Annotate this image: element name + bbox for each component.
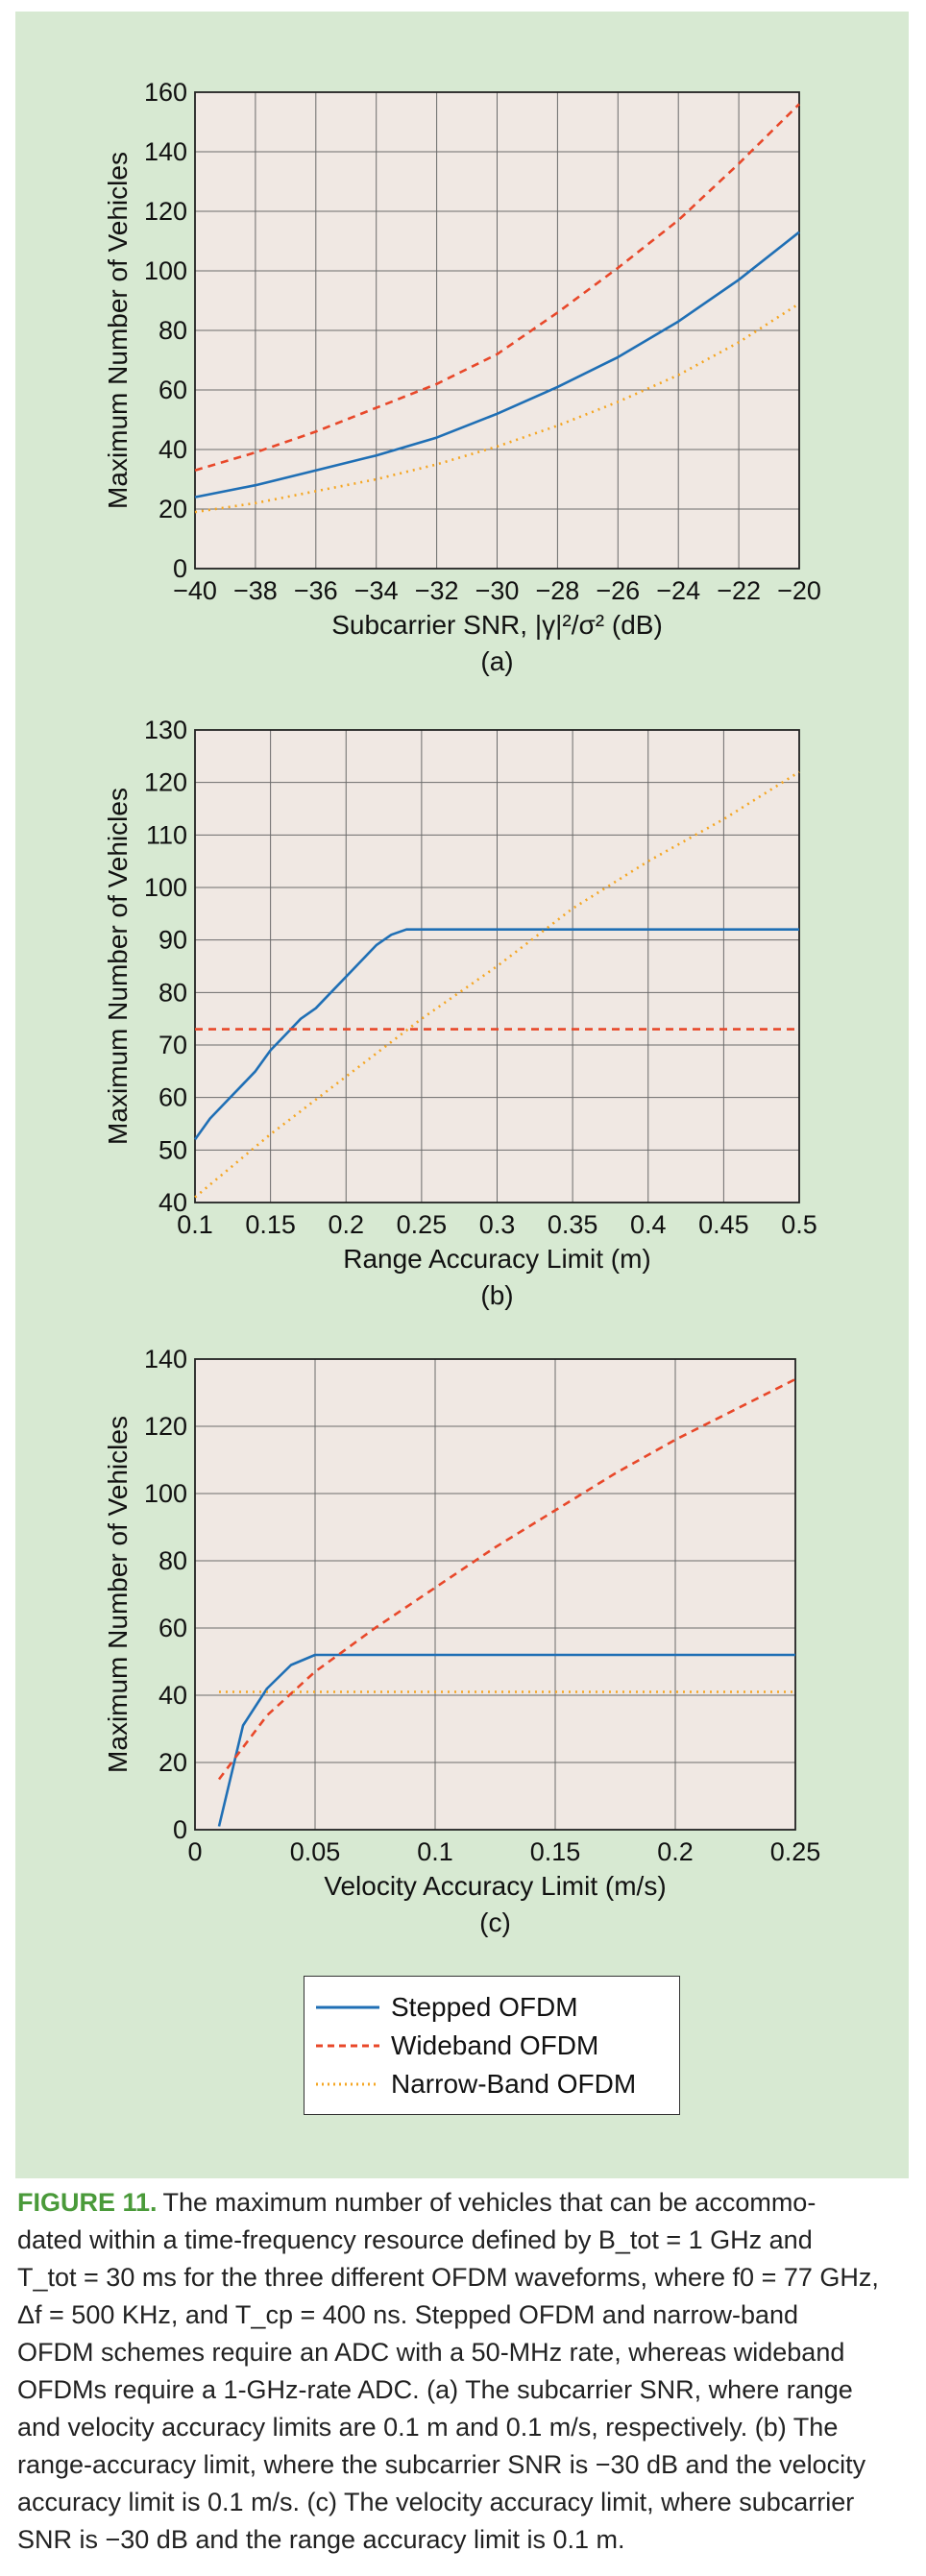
x-tick-label: −32 bbox=[415, 576, 459, 605]
y-tick-label: 0 bbox=[173, 1815, 187, 1844]
caption-line: OFDMs require a 1-GHz-rate ADC. (a) The … bbox=[17, 2375, 853, 2404]
series-line-narrowband bbox=[194, 303, 800, 514]
caption-line: range-accuracy limit, where the subcarri… bbox=[17, 2450, 866, 2479]
figure-charts: −40 −38 −36 −34 −32 −30 −28 −26 −24 −22 −20 0 20 40 60… bbox=[103, 78, 821, 1937]
y-tick-label: 120 bbox=[144, 1412, 187, 1441]
x-tick-label: 0.15 bbox=[530, 1837, 581, 1866]
x-axis-label: Range Accuracy Limit (m) bbox=[343, 1244, 651, 1274]
x-tick-label: 0.1 bbox=[417, 1837, 453, 1866]
x-tick-label: 0.2 bbox=[657, 1837, 694, 1866]
caption-line: Δf = 500 KHz, and T_cp = 400 ns. Stepped… bbox=[17, 2300, 799, 2329]
legend-label-narrowband: Narrow-Band OFDM bbox=[391, 2069, 637, 2099]
y-tick-label: 90 bbox=[158, 926, 187, 955]
legend-item-stepped: Stepped OFDM bbox=[316, 1990, 578, 2025]
plot-area bbox=[195, 1359, 795, 1830]
plot-frame bbox=[194, 1358, 796, 1831]
y-tick-label: 120 bbox=[144, 197, 187, 226]
caption-line: dated within a time-frequency resource d… bbox=[17, 2225, 813, 2254]
y-tick-label: 80 bbox=[158, 316, 187, 345]
y-tick-label: 100 bbox=[144, 873, 187, 902]
x-tick-label: −20 bbox=[777, 576, 821, 605]
x-tick-label: −36 bbox=[294, 576, 338, 605]
x-tick-label: 0.45 bbox=[698, 1210, 749, 1239]
y-tick-label: 140 bbox=[144, 137, 187, 166]
y-tick-label: 40 bbox=[158, 435, 187, 464]
legend-swatch-narrowband bbox=[316, 2082, 379, 2086]
x-tick-label: 0.35 bbox=[548, 1210, 598, 1239]
x-tick-label: −38 bbox=[233, 576, 278, 605]
series-line-stepped bbox=[194, 231, 800, 498]
series-line-stepped bbox=[217, 1653, 795, 1827]
figure-caption: FIGURE 11. The maximum number of vehicles… bbox=[17, 2184, 911, 2559]
legend-label-stepped: Stepped OFDM bbox=[391, 1992, 578, 2022]
x-tick-label: 0.3 bbox=[479, 1210, 516, 1239]
y-tick-label: 60 bbox=[158, 1083, 187, 1112]
x-tick-label: 0.05 bbox=[290, 1837, 341, 1866]
y-tick-label: 40 bbox=[158, 1188, 187, 1217]
y-tick-label: 40 bbox=[158, 1681, 187, 1710]
y-tick-label: 100 bbox=[144, 256, 187, 285]
x-axis-label: Subcarrier SNR, |γ|²/σ² (dB) bbox=[331, 610, 663, 640]
x-tick-label: 0.1 bbox=[177, 1210, 213, 1239]
x-tick-label: −26 bbox=[596, 576, 640, 605]
caption-label: FIGURE 11. bbox=[17, 2188, 158, 2217]
y-tick-label: 100 bbox=[144, 1479, 187, 1508]
x-tick-label: 0.2 bbox=[328, 1210, 364, 1239]
y-tick-label: 50 bbox=[158, 1135, 187, 1164]
x-tick-label: −22 bbox=[717, 576, 761, 605]
panel-label: (c) bbox=[479, 1908, 511, 1937]
series-line-wideband bbox=[217, 1377, 796, 1781]
caption-line: and velocity accuracy limits are 0.1 m a… bbox=[17, 2413, 839, 2442]
x-tick-label: 0.15 bbox=[245, 1210, 296, 1239]
panel-label: (b) bbox=[480, 1280, 513, 1310]
x-tick-label: −28 bbox=[535, 576, 579, 605]
y-axis-label: Maximum Number of Vehicles bbox=[103, 152, 133, 509]
legend-label-wideband: Wideband OFDM bbox=[391, 2030, 599, 2060]
y-tick-label: 130 bbox=[144, 716, 187, 744]
caption-text-0: The maximum number of vehicles that can … bbox=[162, 2188, 816, 2217]
panel-label: (a) bbox=[480, 646, 513, 676]
x-tick-label: 0.25 bbox=[770, 1837, 821, 1866]
legend-item-narrowband: Narrow-Band OFDM bbox=[316, 2067, 636, 2102]
legend-swatch-stepped bbox=[316, 2005, 379, 2009]
x-tick-label: 0 bbox=[187, 1837, 202, 1866]
chart-1: −40 −38 −36 −34 −32 −30 −28 −26 −24 −22 −20 0 20 40 60… bbox=[103, 78, 821, 676]
x-tick-label: −34 bbox=[354, 576, 399, 605]
caption-line: SNR is −30 dB and the range accuracy lim… bbox=[17, 2525, 625, 2554]
x-tick-label: −30 bbox=[475, 576, 520, 605]
y-tick-label: 60 bbox=[158, 1614, 187, 1642]
y-tick-label: 60 bbox=[158, 376, 187, 404]
chart-legend: Stepped OFDM Wideband OFDM Narrow-Band O… bbox=[304, 1976, 680, 2115]
caption-line: OFDM schemes require an ADC with a 50-MH… bbox=[17, 2338, 845, 2367]
caption-line: FIGURE 11. The maximum number of vehicles… bbox=[17, 2184, 911, 2222]
chart-3: 0 0.05 0.1 0.15 0.2 0.25 0 20 40 60 80 100 120 140 Vel… bbox=[103, 1345, 820, 1937]
y-tick-label: 110 bbox=[146, 820, 187, 849]
legend-item-wideband: Wideband OFDM bbox=[316, 2029, 598, 2063]
plot-frame bbox=[194, 729, 800, 1203]
y-tick-label: 70 bbox=[158, 1031, 187, 1059]
x-tick-label: −40 bbox=[173, 576, 217, 605]
y-tick-label: 0 bbox=[173, 554, 187, 583]
legend-swatch-wideband bbox=[316, 2044, 379, 2048]
y-tick-label: 160 bbox=[144, 78, 187, 107]
y-axis-label: Maximum Number of Vehicles bbox=[103, 788, 133, 1145]
chart-2: 0.1 0.15 0.2 0.25 0.3 0.35 0.4 0.45 0.5 40 50 60 70 8… bbox=[103, 716, 817, 1310]
y-tick-label: 20 bbox=[158, 495, 187, 523]
x-tick-label: 0.5 bbox=[781, 1210, 817, 1239]
x-tick-label: −24 bbox=[656, 576, 700, 605]
y-tick-label: 140 bbox=[144, 1345, 187, 1373]
x-tick-label: 0.4 bbox=[630, 1210, 667, 1239]
series-line-wideband bbox=[194, 103, 800, 472]
x-axis-label: Velocity Accuracy Limit (m/s) bbox=[324, 1871, 666, 1901]
plot-frame bbox=[194, 91, 800, 570]
caption-line: accuracy limit is 0.1 m/s. (c) The veloc… bbox=[17, 2488, 855, 2516]
caption-line: T_tot = 30 ms for the three different OF… bbox=[17, 2263, 879, 2292]
series-line-stepped bbox=[193, 928, 799, 1141]
y-tick-label: 80 bbox=[158, 978, 187, 1007]
y-tick-label: 120 bbox=[144, 768, 187, 797]
y-tick-label: 80 bbox=[158, 1546, 187, 1575]
y-axis-label: Maximum Number of Vehicles bbox=[103, 1416, 133, 1773]
x-tick-label: 0.25 bbox=[397, 1210, 448, 1239]
y-tick-label: 20 bbox=[158, 1748, 187, 1777]
